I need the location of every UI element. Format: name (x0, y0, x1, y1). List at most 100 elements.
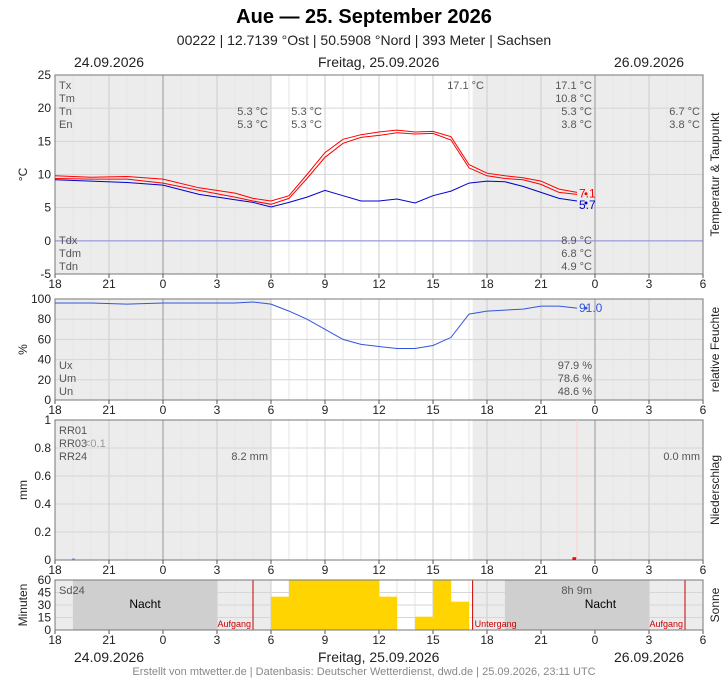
y-tick-label: 100 (31, 292, 51, 306)
x-tick-label: 3 (646, 633, 653, 647)
x-tick-label: 0 (160, 563, 167, 577)
sunshine-bar (325, 580, 343, 630)
y-axis-label: % (16, 344, 30, 355)
x-tick-label: 6 (700, 563, 707, 577)
annotation-next: 3.8 °C (669, 119, 700, 131)
legend-row-label: RR03 (59, 438, 87, 450)
x-tick-label: 18 (48, 403, 62, 417)
date-prev-top[interactable]: 24.09.2026 (74, 54, 145, 70)
x-tick-label: 3 (214, 403, 221, 417)
x-tick-label: 18 (480, 563, 494, 577)
x-tick-label: 9 (322, 403, 329, 417)
dewpoint-last-value: 5.7 (579, 198, 596, 212)
x-tick-label: 6 (268, 633, 275, 647)
night-label: Nacht (585, 597, 617, 611)
x-tick-label: 3 (646, 563, 653, 577)
y-axis-label: Minuten (16, 584, 30, 627)
x-tick-label: 6 (268, 277, 275, 291)
legend-row-label: RR01 (59, 425, 87, 437)
x-tick-label: 0 (592, 277, 599, 291)
day-area (271, 299, 473, 400)
sunshine-bar (307, 580, 325, 630)
y-tick-label: 0 (44, 393, 51, 407)
legend-row-label: Tdx (59, 235, 78, 247)
x-tick-label: 21 (102, 633, 116, 647)
y-tick-label: 45 (38, 586, 52, 600)
day-area (271, 420, 473, 560)
panel-frame (54, 579, 704, 631)
date-prev-bottom[interactable]: 24.09.2026 (74, 649, 145, 665)
sunrise-label: Aufgang (217, 619, 251, 629)
temperature-max-line (54, 129, 578, 202)
y-tick-label: 1 (44, 413, 51, 427)
x-tick-label: 9 (322, 277, 329, 291)
dewpoint-line (54, 179, 578, 208)
legend-row-label: Tdm (59, 248, 81, 260)
x-tick-label: 12 (372, 633, 386, 647)
y-tick-label: 0.4 (34, 497, 51, 511)
x-tick-label: 12 (372, 277, 386, 291)
date-next-top[interactable]: 26.09.2026 (614, 54, 685, 70)
y-tick-label: 0 (44, 234, 51, 248)
night-block (73, 580, 217, 630)
annotation-prev: 5.3 °C (237, 106, 268, 118)
y-tick-label: 0 (44, 623, 51, 637)
x-tick-label: 0 (160, 277, 167, 291)
sunshine-bar (415, 616, 433, 630)
y-tick-label: 60 (38, 573, 52, 587)
legend-row-label: RR24 (59, 451, 87, 463)
side-label: Temperatur & Taupunkt (708, 112, 722, 237)
x-tick-label: 6 (700, 403, 707, 417)
sunshine-bar (451, 601, 469, 630)
y-tick-label: 40 (38, 353, 52, 367)
legend-row-label: Tx (59, 80, 72, 92)
date-next-bottom[interactable]: 26.09.2026 (614, 649, 685, 665)
x-tick-label: 12 (372, 403, 386, 417)
rr24-next: 0.0 mm (663, 451, 700, 463)
x-tick-label: 21 (534, 633, 548, 647)
side-label: Sonne (708, 587, 722, 622)
x-tick-label: 18 (48, 563, 62, 577)
legend-row-label: Um (59, 373, 76, 385)
x-tick-label: 12 (372, 563, 386, 577)
x-tick-label: 18 (480, 277, 494, 291)
dewpoint-last-point (584, 201, 588, 205)
side-label: Niederschlag (708, 455, 722, 525)
sunshine-bar (343, 580, 361, 630)
precip-bar (72, 558, 75, 560)
x-tick-label: 0 (592, 403, 599, 417)
x-tick-label: 15 (426, 403, 440, 417)
y-tick-label: 80 (38, 312, 52, 326)
annotation-day: 6.8 °C (561, 248, 592, 260)
humidity-last-value: 91.0 (579, 301, 603, 315)
annotation-next: 6.7 °C (669, 106, 700, 118)
x-tick-label: 21 (102, 403, 116, 417)
y-tick-label: 0.8 (34, 441, 51, 455)
date-current-bottom: Freitag, 25.09.2026 (318, 649, 440, 665)
y-tick-label: 0.6 (34, 469, 51, 483)
x-tick-label: 3 (214, 277, 221, 291)
x-tick-label: 0 (160, 633, 167, 647)
sunshine-bar (271, 596, 289, 630)
annotation-current: 17.1 °C (447, 80, 484, 92)
x-tick-label: 21 (534, 403, 548, 417)
legend-row-label: Sd24 (59, 585, 85, 597)
x-tick-label: 15 (426, 277, 440, 291)
temperature-mean-line (54, 132, 578, 205)
x-tick-label: 18 (48, 633, 62, 647)
annotation-day: 48.6 % (558, 386, 592, 398)
sunshine-bar (289, 580, 307, 630)
y-tick-label: 10 (38, 168, 52, 182)
sunset-label: Untergang (475, 619, 517, 629)
rr03-value: <0.1 (84, 438, 106, 450)
sunshine-bar (361, 580, 379, 630)
y-axis-label: mm (16, 480, 30, 500)
x-tick-label: 18 (48, 277, 62, 291)
annotation-day: 3.8 °C (561, 119, 592, 131)
annotation-day: 4.9 °C (561, 261, 592, 273)
y-tick-label: 5 (44, 201, 51, 215)
annotation-day: 10.8 °C (555, 93, 592, 105)
night-block (505, 580, 649, 630)
x-tick-label: 21 (102, 563, 116, 577)
sunshine-bar (379, 596, 397, 630)
